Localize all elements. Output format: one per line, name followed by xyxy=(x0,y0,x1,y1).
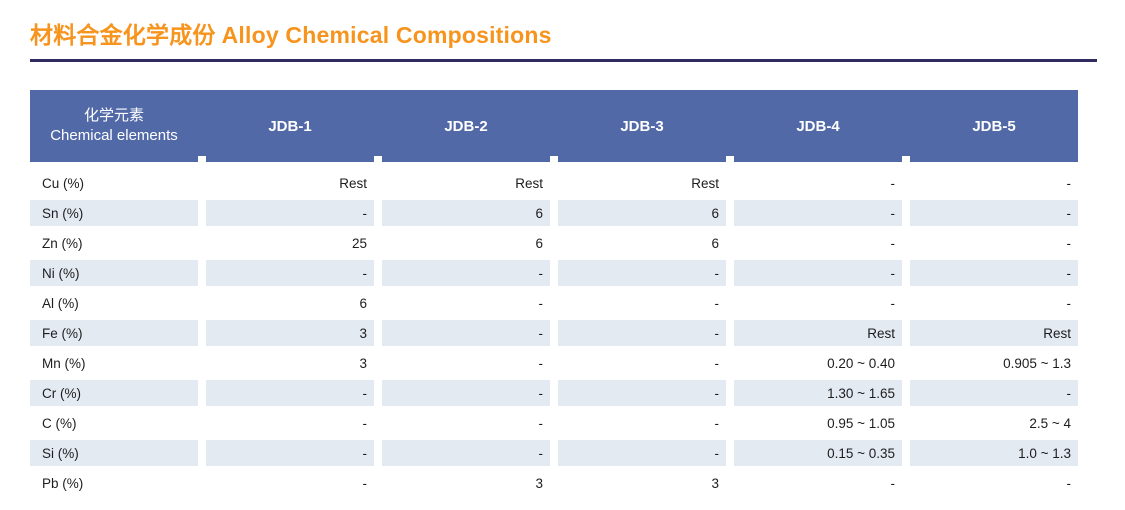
cell-jdb-2: - xyxy=(538,355,544,371)
cell-jdb-4: - xyxy=(734,198,902,228)
cell-jdb-4: - xyxy=(890,475,896,491)
table-row: Pb (%) - 3 3 - - xyxy=(30,468,1078,498)
cell-jdb-1: 6 xyxy=(359,295,367,311)
cell-jdb-4: - xyxy=(890,175,896,191)
table-header-row: 化学元素 Chemical elements JDB-1 JDB-2 JDB-3… xyxy=(30,90,1078,162)
table-row: Si (%) - - - 0.15 ~ 0.35 1.0 ~ 1.3 xyxy=(30,438,1078,468)
element-label: Al (%) xyxy=(42,295,79,311)
cell-jdb-5: 1.0 ~ 1.3 xyxy=(910,438,1078,468)
table-row: Mn (%) 3 - - 0.20 ~ 0.40 0.905 ~ 1.3 xyxy=(30,348,1078,378)
cell-jdb-1: - xyxy=(206,198,374,228)
cell-jdb-2: - xyxy=(538,295,544,311)
element-label: Zn (%) xyxy=(42,235,83,251)
header-column-notch xyxy=(550,156,558,162)
cell-jdb-3: 6 xyxy=(711,235,719,251)
table-row: Zn (%) 25 6 6 - - xyxy=(30,228,1078,258)
table-body: Cu (%) Rest Rest Rest - - Sn (%) - 6 6 -… xyxy=(30,168,1078,498)
cell-jdb-4: 0.95 ~ 1.05 xyxy=(827,415,895,431)
cell-jdb-4: - xyxy=(734,258,902,288)
table-row: C (%) - - - 0.95 ~ 1.05 2.5 ~ 4 xyxy=(30,408,1078,438)
element-label: Mn (%) xyxy=(42,355,86,371)
cell-jdb-4: - xyxy=(890,235,896,251)
cell-jdb-5: - xyxy=(1066,295,1072,311)
cell-jdb-1: 3 xyxy=(206,318,374,348)
element-label: C (%) xyxy=(42,415,77,431)
cell-jdb-4: 0.15 ~ 0.35 xyxy=(734,438,902,468)
cell-jdb-3: - xyxy=(714,355,720,371)
title-underline-rule xyxy=(30,59,1097,62)
element-label: Fe (%) xyxy=(30,318,198,348)
header-cell-jdb-4: JDB-4 xyxy=(796,117,840,135)
cell-jdb-5: - xyxy=(1066,235,1072,251)
alloy-compositions-table: 化学元素 Chemical elements JDB-1 JDB-2 JDB-3… xyxy=(30,90,1078,498)
table-row: Sn (%) - 6 6 - - xyxy=(30,198,1078,228)
cell-jdb-5: Rest xyxy=(910,318,1078,348)
cell-jdb-2: Rest xyxy=(515,175,543,191)
cell-jdb-5: - xyxy=(910,258,1078,288)
cell-jdb-1: 25 xyxy=(351,235,367,251)
header-column-notch xyxy=(374,156,382,162)
cell-jdb-1: - xyxy=(206,438,374,468)
cell-jdb-4: 1.30 ~ 1.65 xyxy=(734,378,902,408)
element-label: Cu (%) xyxy=(42,175,85,191)
cell-jdb-2: - xyxy=(538,415,544,431)
header-cell-jdb-5: JDB-5 xyxy=(972,117,1016,135)
table-row: Ni (%) - - - - - xyxy=(30,258,1078,288)
cell-jdb-2: - xyxy=(382,438,550,468)
page-title: 材料合金化学成份 Alloy Chemical Compositions xyxy=(30,16,552,50)
page-title-zh: 材料合金化学成份 xyxy=(30,22,216,48)
cell-jdb-5: - xyxy=(1066,175,1072,191)
cell-jdb-1: - xyxy=(362,415,368,431)
cell-jdb-3: - xyxy=(714,295,720,311)
cell-jdb-2: 6 xyxy=(382,198,550,228)
table-row: Al (%) 6 - - - - xyxy=(30,288,1078,318)
cell-jdb-3: - xyxy=(558,258,726,288)
cell-jdb-2: 6 xyxy=(535,235,543,251)
cell-jdb-5: - xyxy=(910,378,1078,408)
header-column-notch xyxy=(198,156,206,162)
cell-jdb-3: 3 xyxy=(711,475,719,491)
table-row: Cu (%) Rest Rest Rest - - xyxy=(30,168,1078,198)
cell-jdb-5: - xyxy=(1066,475,1072,491)
cell-jdb-1: - xyxy=(362,475,368,491)
header-cell-jdb-2: JDB-2 xyxy=(444,117,488,135)
cell-jdb-5: - xyxy=(910,198,1078,228)
cell-jdb-2: - xyxy=(382,318,550,348)
cell-jdb-4: 0.20 ~ 0.40 xyxy=(827,355,895,371)
header-cell-jdb-1: JDB-1 xyxy=(268,117,312,135)
cell-jdb-4: Rest xyxy=(734,318,902,348)
cell-jdb-3: - xyxy=(558,438,726,468)
page-title-en: Alloy Chemical Compositions xyxy=(221,22,552,48)
header-cell-jdb-3: JDB-3 xyxy=(620,117,664,135)
cell-jdb-4: - xyxy=(890,295,896,311)
element-label: Pb (%) xyxy=(42,475,84,491)
table-row: Cr (%) - - - 1.30 ~ 1.65 - xyxy=(30,378,1078,408)
element-label: Ni (%) xyxy=(30,258,198,288)
cell-jdb-3: - xyxy=(558,378,726,408)
cell-jdb-3: 6 xyxy=(558,198,726,228)
cell-jdb-1: - xyxy=(206,378,374,408)
cell-jdb-2: - xyxy=(382,378,550,408)
element-label: Sn (%) xyxy=(30,198,198,228)
header-column-notch xyxy=(902,156,910,162)
header-elements-zh: 化学元素 xyxy=(83,107,144,124)
cell-jdb-5: 2.5 ~ 4 xyxy=(1029,415,1071,431)
cell-jdb-1: 3 xyxy=(359,355,367,371)
cell-jdb-1: - xyxy=(206,258,374,288)
table-row: Fe (%) 3 - - Rest Rest xyxy=(30,318,1078,348)
cell-jdb-3: - xyxy=(714,415,720,431)
cell-jdb-2: 3 xyxy=(535,475,543,491)
cell-jdb-1: Rest xyxy=(339,175,367,191)
element-label: Cr (%) xyxy=(30,378,198,408)
header-column-notch xyxy=(726,156,734,162)
cell-jdb-3: Rest xyxy=(691,175,719,191)
header-cell-chemical-elements: 化学元素 Chemical elements xyxy=(30,90,198,162)
cell-jdb-5: 0.905 ~ 1.3 xyxy=(1003,355,1071,371)
cell-jdb-2: - xyxy=(382,258,550,288)
element-label: Si (%) xyxy=(30,438,198,468)
header-elements-en: Chemical elements xyxy=(50,127,178,144)
cell-jdb-3: - xyxy=(558,318,726,348)
